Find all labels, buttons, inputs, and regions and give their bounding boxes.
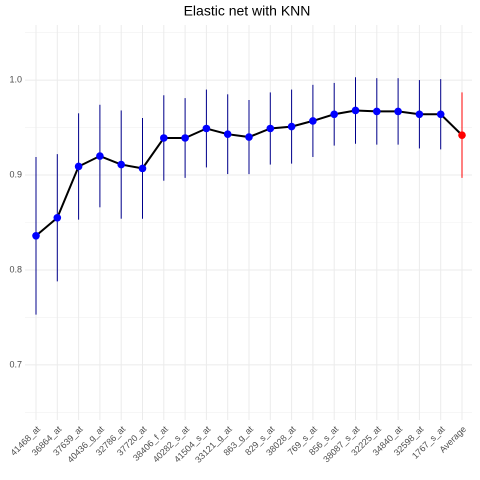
point (96, 152, 104, 160)
point (266, 124, 275, 133)
point (160, 134, 168, 142)
y-tick-label: 1.0 (9, 74, 22, 84)
point (202, 124, 211, 133)
point (330, 110, 339, 119)
point (32, 231, 40, 240)
point (394, 107, 402, 116)
y-tick-label: 0.9 (9, 169, 22, 179)
y-tick-label: 0.7 (9, 359, 22, 369)
chart-title: Elastic net with KNN (184, 3, 311, 19)
point (117, 160, 125, 169)
point (223, 130, 232, 138)
point (373, 107, 381, 116)
point (351, 106, 360, 115)
point (458, 131, 466, 139)
point (181, 134, 189, 142)
point (287, 122, 296, 131)
point (245, 133, 253, 141)
point (74, 162, 83, 171)
point (309, 117, 317, 125)
point (415, 110, 424, 119)
point (138, 164, 147, 173)
grid (25, 25, 472, 420)
point (53, 213, 62, 222)
marks (32, 77, 466, 315)
point (436, 110, 445, 119)
y-tick-label: 0.8 (9, 264, 22, 274)
